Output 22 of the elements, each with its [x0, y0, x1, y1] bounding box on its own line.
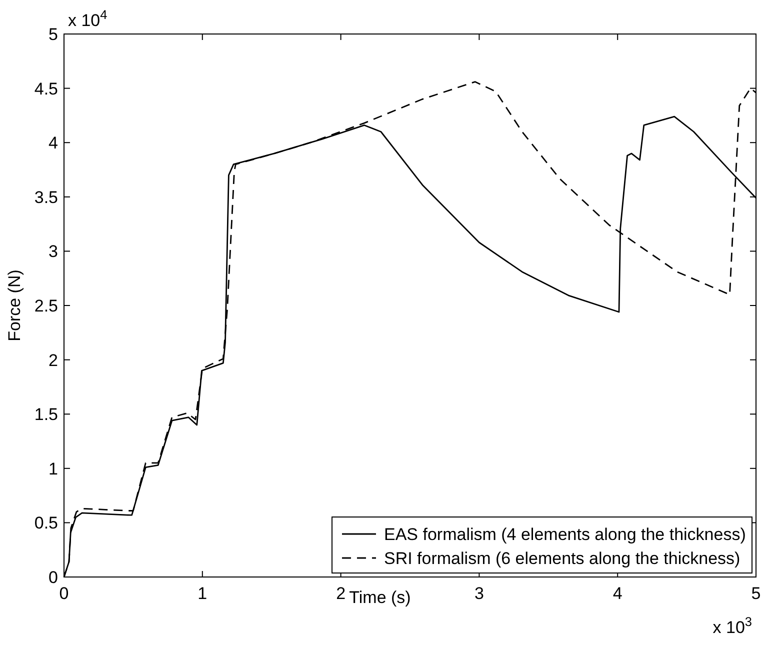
- x-tick-label: 1: [198, 584, 208, 603]
- y-tick-label: 3: [48, 242, 58, 262]
- x-tick-label: 4: [612, 584, 622, 603]
- y-tick-label: 0: [48, 568, 58, 587]
- y-tick-label: 1.5: [34, 405, 58, 424]
- text: x 10$^{4}$: [68, 6, 108, 30]
- legend-label: SRI formalism (6 elements along the thickness): [384, 549, 740, 568]
- y-tick-label: 1: [48, 459, 58, 478]
- y-tick-label: 3.5: [34, 188, 58, 207]
- y-tick-label: 0.5: [34, 514, 58, 533]
- x-tick-label: 2: [336, 584, 346, 603]
- y-tick-label: 5: [48, 25, 58, 44]
- y-tick-label: 4.5: [34, 79, 58, 98]
- y-tick-label: 4: [48, 134, 58, 153]
- y-axis-title: Force (N): [5, 270, 24, 342]
- y-tick-label: 2.5: [34, 296, 58, 316]
- x-tick-label: 5: [751, 584, 761, 603]
- legend-label: EAS formalism (4 elements along the thickness): [384, 525, 746, 544]
- y-tick-label: 2: [48, 350, 58, 370]
- x-tick-label: 3: [474, 584, 484, 603]
- x-axis-title: Time (s): [349, 588, 411, 607]
- text: x 10$^{3}$: [712, 614, 752, 637]
